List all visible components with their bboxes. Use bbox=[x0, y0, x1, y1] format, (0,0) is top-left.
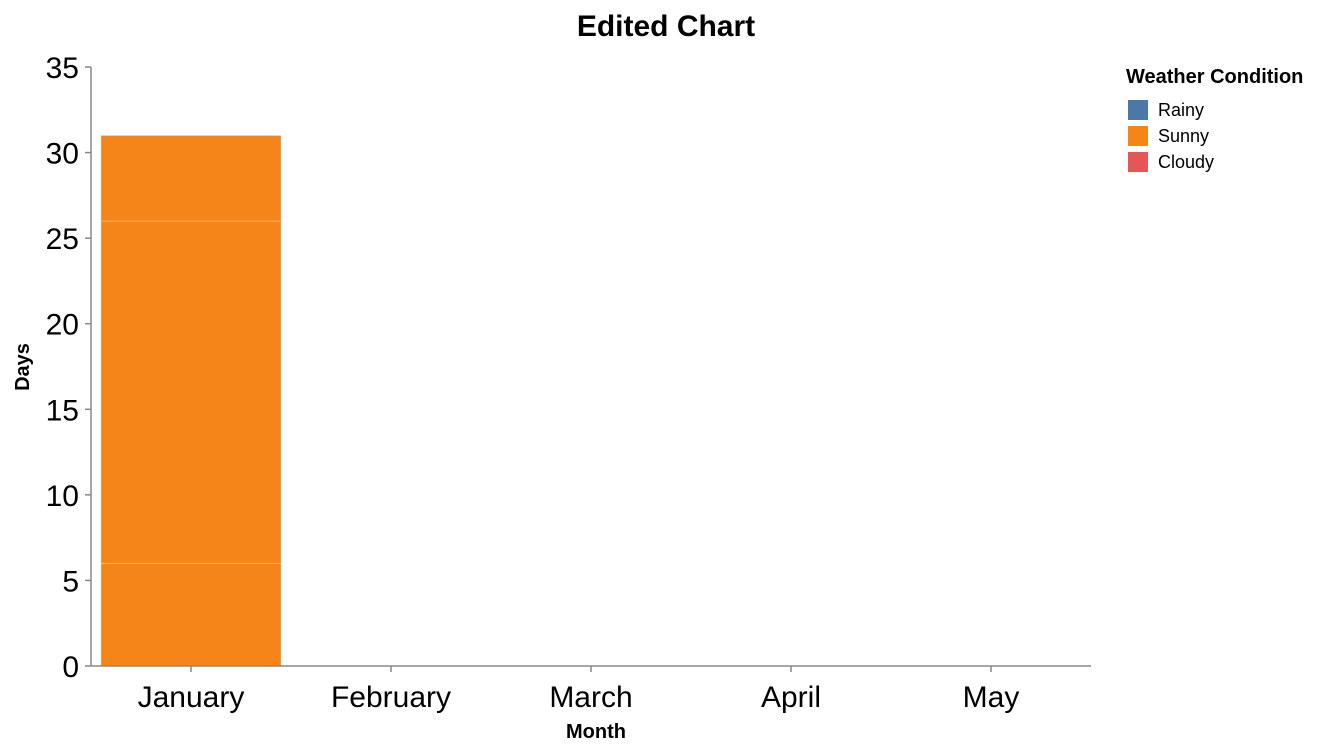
y-tick-label: 10 bbox=[46, 480, 79, 513]
legend-swatch-sunny bbox=[1128, 126, 1148, 146]
chart-title: Edited Chart bbox=[577, 10, 755, 43]
x-axis-title: Month bbox=[566, 721, 626, 743]
y-tick-label: 30 bbox=[46, 138, 79, 171]
bars-group bbox=[100, 135, 282, 667]
y-tick-label: 15 bbox=[46, 394, 79, 427]
bar-segment-january-sunny bbox=[100, 220, 282, 564]
x-axis-ticks: January February March April May bbox=[138, 666, 1020, 714]
legend-title: Weather Condition bbox=[1126, 66, 1303, 88]
x-tick-label-may: May bbox=[963, 681, 1020, 714]
legend-label-cloudy: Cloudy bbox=[1158, 152, 1214, 172]
bar-segment-january-sunny bbox=[100, 562, 282, 667]
y-axis-title: Days bbox=[12, 343, 34, 391]
y-tick-label: 0 bbox=[62, 651, 79, 684]
legend-swatch-cloudy bbox=[1128, 152, 1148, 172]
plot-area: 0 5 10 15 20 25 30 35 January February March April… bbox=[46, 52, 1091, 714]
legend-label-sunny: Sunny bbox=[1158, 126, 1209, 146]
y-tick-label: 20 bbox=[46, 309, 79, 342]
legend-swatch-rainy bbox=[1128, 100, 1148, 120]
legend-items: Rainy Sunny Cloudy bbox=[1128, 100, 1214, 172]
y-axis-ticks: 0 5 10 15 20 25 30 35 bbox=[46, 52, 91, 684]
y-tick-label: 35 bbox=[46, 52, 79, 85]
bar-segment-january-sunny bbox=[100, 135, 282, 222]
x-tick-label-february: February bbox=[331, 681, 451, 714]
legend-label-rainy: Rainy bbox=[1158, 100, 1204, 120]
x-tick-label-april: April bbox=[761, 681, 821, 714]
x-tick-label-march: March bbox=[549, 681, 632, 714]
x-tick-label-january: January bbox=[138, 681, 245, 714]
y-tick-label: 5 bbox=[62, 565, 79, 598]
y-tick-label: 25 bbox=[46, 223, 79, 256]
legend: Weather Condition Rainy Sunny Cloudy bbox=[1126, 66, 1303, 172]
